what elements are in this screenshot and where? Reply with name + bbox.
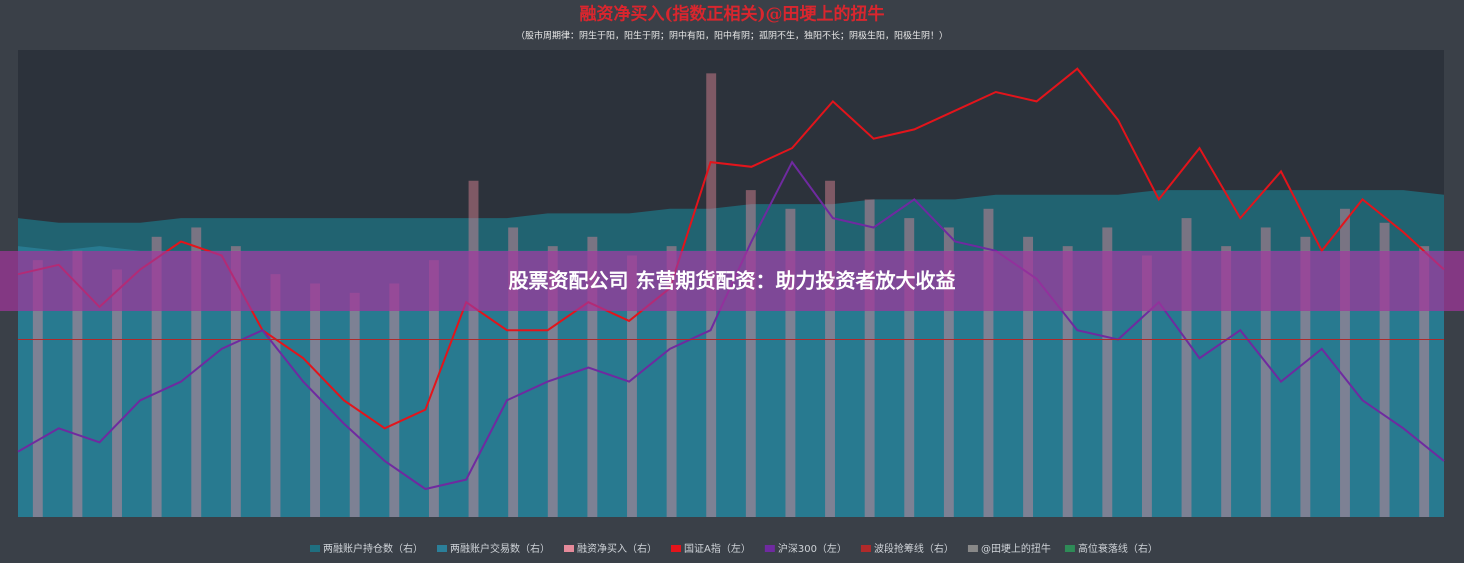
legend-label: @田埂上的扭牛 xyxy=(981,542,1051,555)
bar xyxy=(270,274,281,517)
bar xyxy=(310,283,321,517)
bar xyxy=(1023,236,1034,518)
bar xyxy=(1300,236,1311,518)
bar xyxy=(666,246,677,517)
bar xyxy=(389,283,400,517)
banner-text: 股票资配公司 东营期货配资：助力投资者放大收益 xyxy=(509,269,956,293)
bar xyxy=(1062,246,1073,517)
bar xyxy=(1260,227,1271,517)
banner xyxy=(0,251,1464,311)
legend-label: 沪深300（左） xyxy=(778,542,847,555)
bar xyxy=(468,180,479,517)
area xyxy=(18,246,1444,517)
bar xyxy=(1181,218,1192,517)
bar xyxy=(112,269,122,517)
bar xyxy=(1141,255,1152,518)
legend-swatch xyxy=(1064,545,1075,552)
legend-label: 两融账户持仓数（右） xyxy=(323,542,423,555)
bar xyxy=(1102,227,1113,517)
legend-label: 高位衰落线（右） xyxy=(1078,542,1158,555)
chart-title: 融资净买入(指数正相关)@田埂上的扭牛 xyxy=(579,4,884,25)
bar xyxy=(151,236,162,518)
bar xyxy=(627,255,637,518)
legend-label: 波段抢筹线（右） xyxy=(874,542,954,555)
bar xyxy=(1221,246,1232,517)
bar xyxy=(904,218,915,517)
bar xyxy=(230,246,241,517)
legend-swatch xyxy=(310,545,320,552)
bar xyxy=(72,250,83,517)
legend-swatch xyxy=(967,545,978,552)
bar xyxy=(547,246,558,517)
bar xyxy=(32,260,43,517)
legend-swatch xyxy=(437,545,447,552)
bar xyxy=(1340,208,1350,517)
bar xyxy=(508,227,519,517)
legend-label: 国证A指（左） xyxy=(684,542,751,555)
bar xyxy=(191,227,202,517)
bar xyxy=(1419,246,1430,517)
legend-label: 两融账户交易数（右） xyxy=(450,542,550,555)
line xyxy=(17,67,1445,430)
legend-swatch xyxy=(564,545,574,552)
bar xyxy=(983,208,994,517)
legend-swatch xyxy=(671,545,681,552)
legend-swatch xyxy=(860,545,871,552)
bar xyxy=(825,180,835,517)
legend-label: 融资净买入（右） xyxy=(577,542,657,555)
bar xyxy=(587,236,598,518)
chart-subtitle: （股市周期律：阴生于阳，阳生于阴；阴中有阳，阳中有阴；孤阴不生，独阳不长；阴极生… xyxy=(516,30,948,42)
bar xyxy=(785,208,796,517)
bar xyxy=(1379,222,1390,518)
bar xyxy=(943,227,954,517)
legend-swatch xyxy=(764,545,775,552)
bar xyxy=(745,190,756,517)
bar xyxy=(864,199,875,517)
bar xyxy=(349,292,360,517)
